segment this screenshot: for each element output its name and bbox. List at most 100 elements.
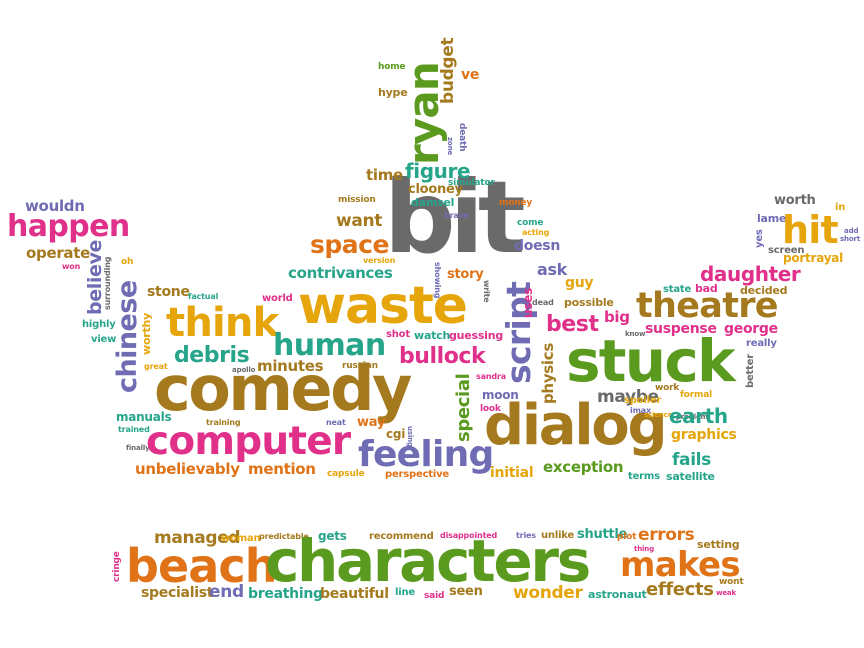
word-disappointed: disappointed	[440, 531, 498, 540]
word-formal: formal	[680, 390, 712, 400]
word-best: best	[546, 312, 599, 337]
word-yes: yes	[754, 229, 765, 248]
word-exception: exception	[543, 458, 624, 476]
word-russian: russian	[342, 361, 378, 371]
word-come: come	[517, 218, 544, 228]
word-perspective: perspective	[385, 469, 450, 480]
word-portrayal: portrayal	[783, 251, 844, 265]
word-version: version	[363, 256, 396, 265]
word-recommend: recommend	[369, 531, 434, 542]
word-setting: setting	[697, 538, 740, 551]
word-theatre: theatre	[636, 286, 779, 326]
word-hype: hype	[378, 86, 408, 99]
word-acting: acting	[522, 228, 550, 237]
word-gets: gets	[318, 529, 347, 543]
word-trained: trained	[118, 425, 150, 434]
word-imax: imax	[630, 406, 651, 415]
word-zone: zone	[446, 137, 454, 156]
word-seen: seen	[449, 584, 483, 599]
word-doesn: doesn	[514, 238, 561, 254]
word-view: view	[91, 334, 117, 345]
word-simulator: simulator	[448, 178, 495, 188]
word-space: space	[310, 230, 389, 259]
word-highly: highly	[82, 319, 116, 330]
word-beach: beach	[126, 539, 278, 593]
word-special: special	[453, 373, 474, 442]
word-story: story	[447, 267, 484, 282]
word-weak: weak	[716, 589, 737, 597]
word-fails: fails	[672, 450, 711, 470]
word-screen: screen	[768, 245, 805, 256]
word-apollo: apollo	[232, 366, 256, 374]
word-capsule: capsule	[327, 469, 365, 479]
word-unlike: unlike	[541, 530, 575, 541]
word-cgi: cgi	[386, 427, 406, 441]
word-work: work	[655, 383, 680, 393]
word-makes: makes	[620, 545, 741, 585]
word-characters: characters	[265, 527, 591, 595]
word-short: short	[840, 235, 861, 243]
word-mention: mention	[248, 460, 316, 478]
word-bit: bit	[384, 159, 526, 276]
word-great: great	[144, 362, 168, 371]
word-stone: stone	[147, 284, 190, 300]
word-state: state	[663, 284, 692, 295]
word-breathing: breathing	[248, 586, 323, 602]
word-worth: worth	[774, 193, 816, 208]
word-mission: mission	[338, 195, 376, 205]
word-earth: earth	[669, 404, 728, 428]
word-add: add	[844, 227, 859, 235]
word-line: line	[395, 587, 415, 598]
word-want: want	[336, 211, 383, 231]
word-happen: happen	[7, 209, 130, 244]
word-suspense: suspense	[645, 321, 717, 337]
word-uses: uses	[521, 287, 535, 318]
word-chinese: chinese	[112, 280, 143, 393]
word-home: home	[378, 62, 406, 72]
word-managed: managed	[154, 528, 241, 548]
word-know: know	[625, 330, 646, 338]
word-end: end	[209, 582, 244, 602]
word-stuck: stuck	[566, 327, 736, 395]
word-beautiful: beautiful	[320, 586, 389, 602]
word-cringe: cringe	[112, 551, 122, 582]
word-thing: thing	[634, 545, 655, 553]
word-dialog: dialog	[484, 393, 668, 458]
word-brave: brave	[444, 211, 469, 220]
word-terms: terms	[628, 471, 660, 482]
word-predictable: predictable	[259, 532, 309, 541]
word-wonder: wonder	[513, 583, 583, 603]
word-lame: lame	[757, 212, 787, 225]
word-errors: errors	[638, 525, 695, 545]
word-waste: waste	[298, 276, 468, 336]
word-shot: shot	[386, 329, 410, 340]
word-write: write	[482, 280, 491, 303]
word-neat: neat	[326, 418, 346, 427]
word-unbelievably: unbelievably	[135, 460, 240, 478]
word-tries: tries	[516, 531, 536, 540]
word-budget: budget	[438, 37, 458, 104]
word-surrounding: surrounding	[103, 256, 112, 310]
word-hit: hit	[782, 208, 839, 252]
word-initial: initial	[490, 465, 534, 481]
word-astronaut: astronaut	[588, 588, 647, 601]
word-oh: oh	[121, 257, 134, 267]
word-training: training	[206, 418, 241, 427]
word-graphics: graphics	[671, 427, 737, 443]
word-possible: possible	[564, 296, 614, 309]
word-minutes: minutes	[257, 357, 324, 375]
word-bad: bad	[695, 282, 718, 295]
word-maybe: maybe	[597, 387, 659, 407]
word-factual: factual	[188, 292, 219, 301]
word-watch: watch	[414, 329, 451, 342]
word-plot: plot	[617, 532, 637, 542]
word-effects: effects	[646, 579, 714, 600]
word-guessing: guessing	[449, 329, 503, 342]
word-shuttle: shuttle	[577, 527, 628, 542]
word-think: think	[166, 300, 279, 346]
word-wont: wont	[719, 577, 744, 587]
word-woman: woman	[221, 533, 261, 544]
word-finally: finally	[126, 444, 150, 452]
word-feeling: feeling	[358, 434, 494, 475]
